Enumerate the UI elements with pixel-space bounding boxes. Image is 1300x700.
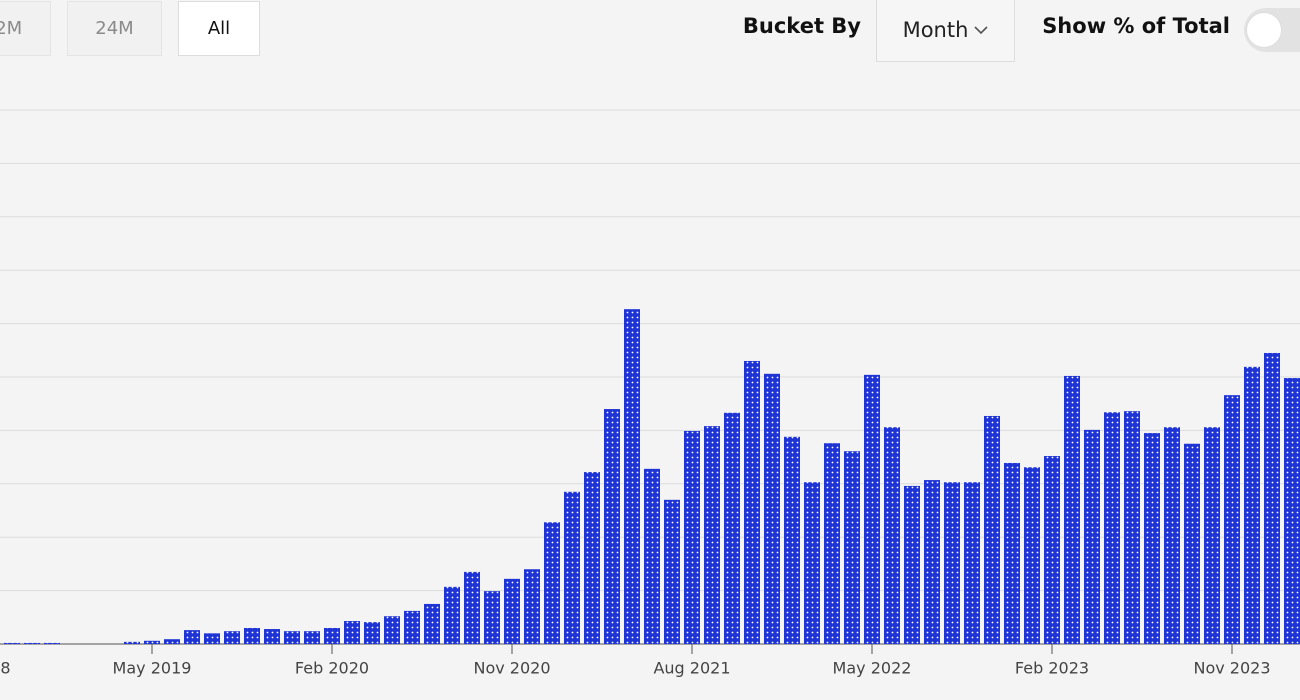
bar [984,415,1000,644]
bar [184,630,200,644]
bar [1064,375,1080,644]
x-tick-label: May 2022 [833,659,912,678]
bar [1164,427,1180,644]
bar [864,374,880,644]
bar [544,522,560,644]
bar [1004,462,1020,644]
bar [564,491,580,644]
bar [344,621,360,644]
bar [424,603,440,644]
bar [1204,427,1220,644]
percent-toggle[interactable] [1244,8,1300,52]
bar [724,412,740,644]
bar [284,631,300,644]
bar [504,578,520,644]
bar [584,472,600,644]
bar [1144,433,1160,644]
bar [404,610,420,644]
x-tick-label: Nov 2023 [1193,659,1270,678]
bucket-value: Month [902,18,969,42]
bar [944,482,960,644]
bar [244,627,260,644]
range-button[interactable]: All [178,1,260,56]
bar [144,640,160,644]
bar [904,485,920,644]
x-tick-label: Aug 2021 [653,659,730,678]
bar [884,427,900,644]
bar [44,642,60,644]
bar [1024,467,1040,644]
range-button[interactable]: 12M [0,1,51,56]
bar [844,451,860,644]
bar [364,622,380,644]
bar [1084,429,1100,644]
bar [1244,366,1260,644]
bar [1264,352,1280,644]
bar [644,468,660,644]
x-tick-label: May 2019 [113,659,192,678]
bucket-dropdown[interactable]: Month [876,0,1015,62]
bar [264,629,280,644]
bucket-label: Bucket By [742,14,861,38]
bar [764,373,780,644]
bar [784,436,800,644]
range-button[interactable]: 24M [67,1,162,56]
bar [924,480,940,644]
bar [964,482,980,644]
toggle-knob [1246,12,1282,48]
bar [524,569,540,644]
bar [204,633,220,644]
bar [124,641,140,644]
bar [444,586,460,644]
bar [484,591,500,644]
bar [744,360,760,644]
bar [304,631,320,644]
bar [1224,395,1240,644]
bar [1044,456,1060,644]
bar [24,642,40,644]
bar [464,571,480,644]
bar [704,426,720,644]
x-tick-label: Feb 2020 [295,659,369,678]
bar [224,631,240,644]
bar [1104,412,1120,644]
x-tick-label: Feb 2023 [1015,659,1089,678]
bar [824,443,840,644]
bar [324,627,340,644]
bar [4,642,20,644]
bar [604,409,620,644]
bar [1184,443,1200,644]
bar [664,499,680,644]
x-tick-label: Aug 2018 [0,659,11,678]
bar [624,309,640,644]
bar [1124,411,1140,644]
bar [164,639,180,644]
chevron [974,26,988,35]
bar [384,616,400,644]
percent-label: Show % of Total [1042,14,1230,38]
bar [1284,378,1300,644]
x-tick-label: Nov 2020 [473,659,550,678]
bar [684,430,700,644]
bar [804,482,820,644]
